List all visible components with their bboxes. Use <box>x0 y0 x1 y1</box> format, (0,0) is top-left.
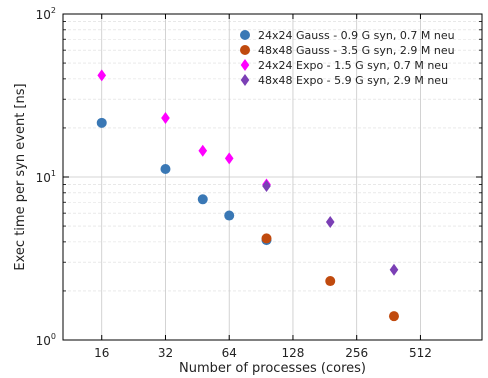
data-point-series-3 <box>161 112 170 125</box>
axis-ticks: 16 32 64 128 256 512 100 101 102 <box>36 6 482 360</box>
x-tick-label: 128 <box>282 346 305 360</box>
legend-marker-3 <box>240 59 250 71</box>
x-tick-label: 64 <box>222 346 237 360</box>
legend-marker-2 <box>240 45 250 55</box>
data-point-series-3 <box>198 144 208 157</box>
data-point-series-2 <box>325 276 336 287</box>
data-point-series-1 <box>197 194 208 205</box>
y-axis-label: Exec time per syn event [ns] <box>13 83 28 270</box>
data-point-series-4 <box>262 180 271 193</box>
legend-label-2: 48x48 Gauss - 3.5 G syn, 2.9 M neu <box>258 44 455 57</box>
data-point-series-1 <box>160 163 171 174</box>
data-point-series-1 <box>96 117 107 128</box>
legend-marker-1 <box>240 30 250 40</box>
y-tick-label: 101 <box>36 169 56 185</box>
y-tick-label: 100 <box>36 332 56 348</box>
x-tick-label: 16 <box>94 346 109 360</box>
legend-label-3: 24x24 Expo - 1.5 G syn, 0.7 M neu <box>258 59 448 72</box>
legend-label-4: 48x48 Expo - 5.9 G syn, 2.9 M neu <box>258 74 448 87</box>
data-point-series-1 <box>224 210 235 221</box>
x-tick-label: 512 <box>409 346 432 360</box>
legend-marker-4 <box>240 74 250 86</box>
legend: 24x24 Gauss - 0.9 G syn, 0.7 M neu 48x48 … <box>240 29 455 87</box>
y-tick-label: 102 <box>36 6 56 22</box>
data-point-series-2 <box>261 233 272 244</box>
data-point-series-3 <box>224 152 234 165</box>
x-tick-label: 256 <box>345 346 368 360</box>
data-point-series-4 <box>389 263 399 276</box>
data-points <box>96 69 399 322</box>
data-point-series-3 <box>97 69 107 82</box>
legend-label-1: 24x24 Gauss - 0.9 G syn, 0.7 M neu <box>258 29 455 42</box>
data-point-series-4 <box>325 215 335 228</box>
x-tick-label: 32 <box>158 346 173 360</box>
data-point-series-2 <box>388 311 399 322</box>
x-axis-label: Number of processes (cores) <box>179 361 366 376</box>
